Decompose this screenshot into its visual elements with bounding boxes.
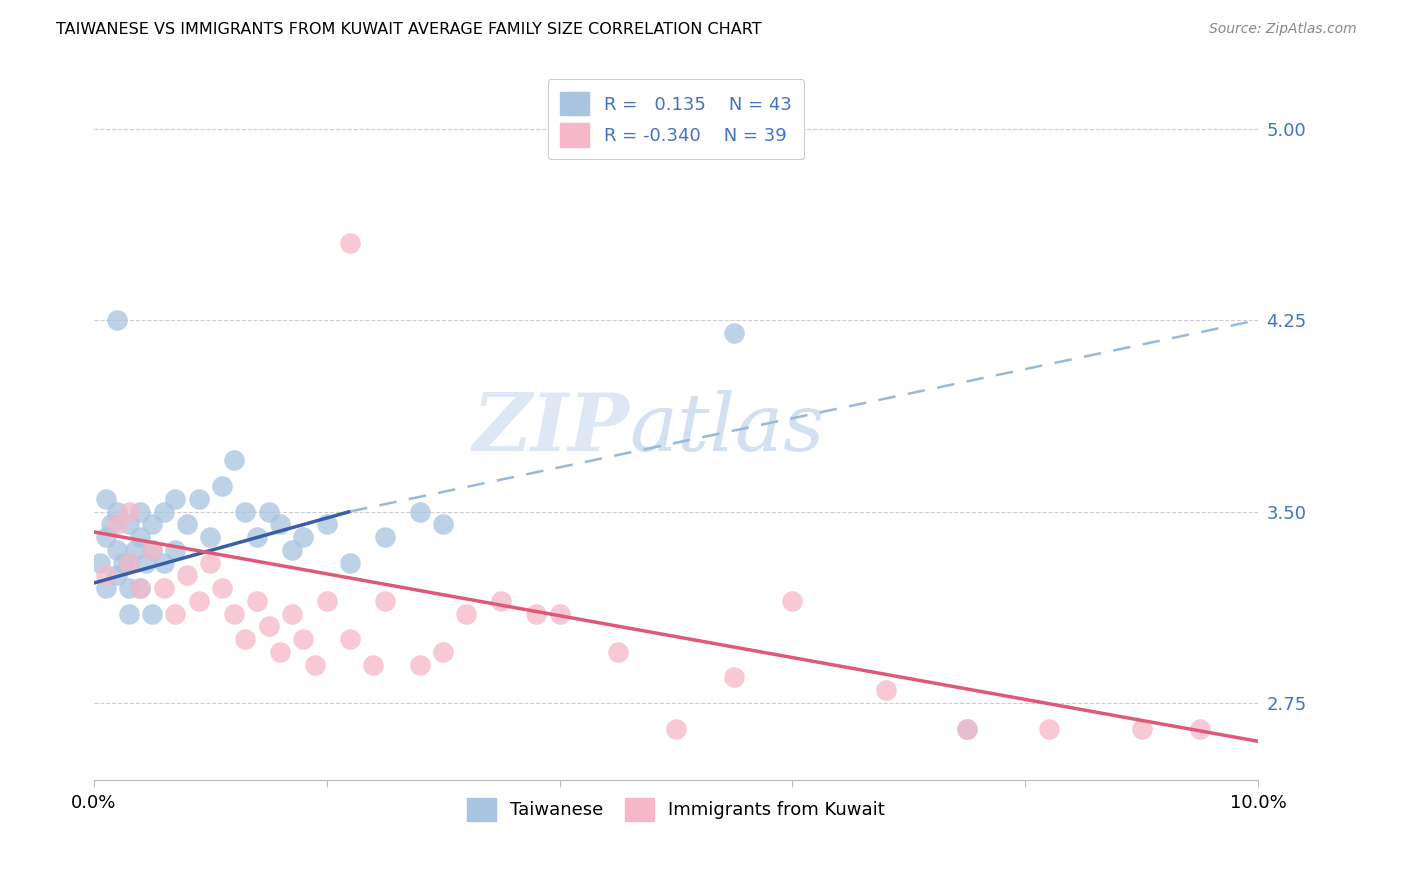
Point [269,645,291,659]
Text: ZIP: ZIP [472,390,630,467]
Point [211,581,233,595]
Point [176,568,198,582]
Point [233,504,256,518]
Point [257,619,280,633]
Point [374,530,396,544]
Point [875,683,897,698]
Point [200,556,222,570]
Point [292,530,315,544]
Point [257,504,280,518]
Point [152,504,174,518]
Point [409,504,432,518]
Text: TAIWANESE VS IMMIGRANTS FROM KUWAIT AVERAGE FAMILY SIZE CORRELATION CHART: TAIWANESE VS IMMIGRANTS FROM KUWAIT AVER… [56,22,762,37]
Point [1188,722,1211,736]
Point [94,568,117,582]
Point [246,594,269,608]
Point [432,517,454,532]
Point [723,671,745,685]
Point [165,542,187,557]
Point [118,581,141,595]
Point [165,607,187,621]
Point [211,479,233,493]
Point [105,542,128,557]
Point [409,657,432,672]
Point [222,607,245,621]
Point [141,517,163,532]
Point [315,594,337,608]
Point [1130,722,1153,736]
Point [956,722,979,736]
Point [782,594,804,608]
Point [339,236,361,251]
Point [152,556,174,570]
Point [94,491,117,506]
Point [281,607,304,621]
Point [456,607,478,621]
Point [339,632,361,647]
Point [165,491,187,506]
Point [269,517,291,532]
Point [187,594,209,608]
Point [281,542,304,557]
Point [315,517,337,532]
Point [187,491,209,506]
Point [222,453,245,467]
Point [152,581,174,595]
Point [246,530,269,544]
Point [124,542,146,557]
Point [374,594,396,608]
Text: Source: ZipAtlas.com: Source: ZipAtlas.com [1209,22,1357,37]
Point [141,542,163,557]
Point [135,556,157,570]
Point [176,517,198,532]
Point [129,581,152,595]
Point [491,594,513,608]
Point [723,326,745,340]
Point [292,632,315,647]
Point [105,313,128,327]
Point [118,517,141,532]
Point [524,607,547,621]
Point [94,530,117,544]
Point [606,645,628,659]
Point [118,556,141,570]
Point [956,722,979,736]
Legend: Taiwanese, Immigrants from Kuwait: Taiwanese, Immigrants from Kuwait [454,785,898,834]
Point [129,581,152,595]
Point [141,607,163,621]
Point [141,542,163,557]
Point [665,722,688,736]
Point [129,504,152,518]
Point [363,657,385,672]
Point [118,556,141,570]
Point [1038,722,1060,736]
Point [105,504,128,518]
Point [304,657,326,672]
Point [339,556,361,570]
Point [105,568,128,582]
Point [94,581,117,595]
Point [105,517,128,532]
Point [112,556,135,570]
Point [432,645,454,659]
Text: atlas: atlas [630,390,825,467]
Point [89,556,111,570]
Point [200,530,222,544]
Point [233,632,256,647]
Point [129,530,152,544]
Point [548,607,571,621]
Point [118,504,141,518]
Point [118,607,141,621]
Point [100,517,122,532]
